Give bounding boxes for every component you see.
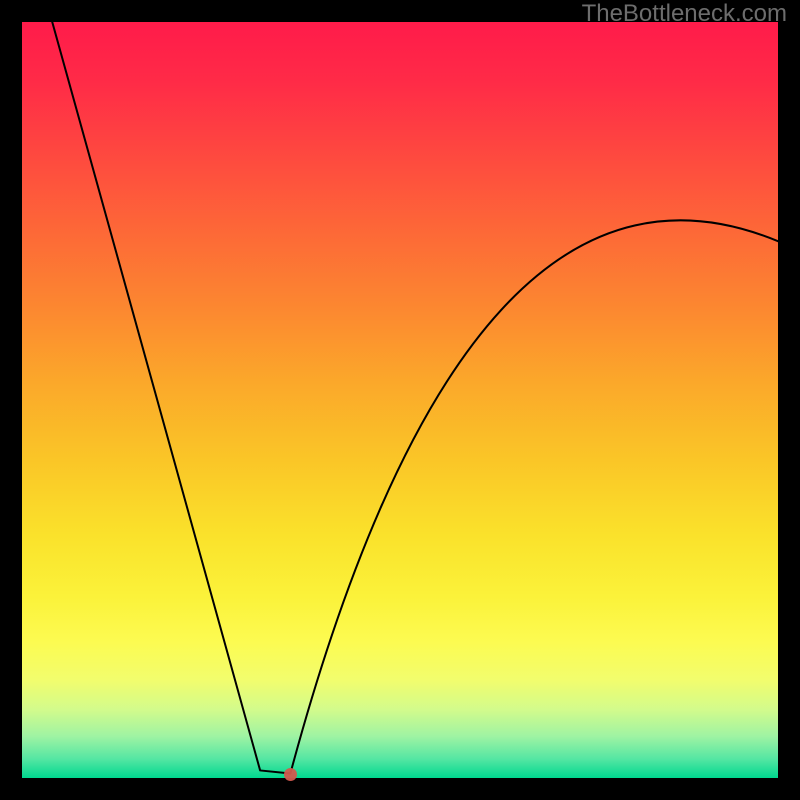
plot-area [22, 22, 778, 778]
optimum-marker-dot [284, 768, 297, 781]
chart-frame: TheBottleneck.com [0, 0, 800, 800]
watermark-text: TheBottleneck.com [582, 0, 787, 28]
bottleneck-curve-path [52, 22, 778, 773]
bottleneck-curve [22, 22, 778, 778]
